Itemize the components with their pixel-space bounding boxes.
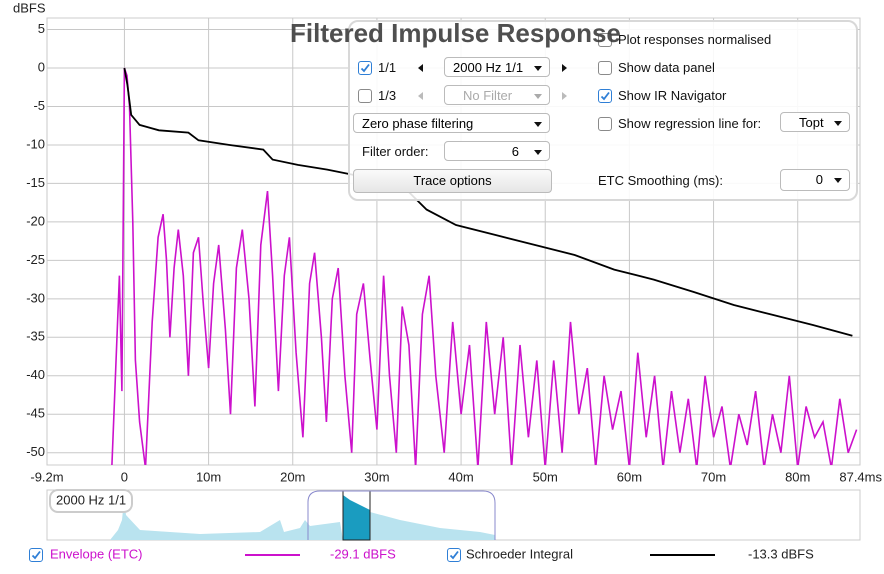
- navigator-window: [307, 490, 496, 540]
- y-tick-label: -5: [33, 98, 45, 113]
- legend-label: Schroeder Integral: [466, 546, 573, 561]
- legend-readout: -29.1 dBFS: [330, 546, 396, 561]
- legend-label: Envelope (ETC): [50, 546, 142, 561]
- y-tick-label: -30: [26, 290, 45, 305]
- x-tick-label: 70m: [701, 469, 726, 484]
- checkbox[interactable]: [598, 33, 612, 47]
- checkbox[interactable]: [598, 61, 612, 75]
- check-mark-path: [31, 550, 41, 560]
- check-mark: [360, 63, 370, 73]
- x-tick-label: 0: [121, 469, 128, 484]
- y-axis-label: dBFS: [13, 0, 46, 15]
- y-tick-label: -45: [26, 406, 45, 421]
- checkbox[interactable]: [598, 89, 612, 103]
- x-tick-label: 30m: [364, 469, 389, 484]
- regression-dropdown[interactable]: Topt: [780, 112, 850, 132]
- x-tick-label: 20m: [280, 469, 305, 484]
- field-label: ETC Smoothing (ms):: [598, 173, 723, 188]
- trace-options-button[interactable]: Trace options: [353, 169, 552, 193]
- x-tick-label: 80m: [785, 469, 810, 484]
- checkbox-label: 1/3: [378, 88, 397, 103]
- y-tick-label: 0: [38, 59, 45, 74]
- checkbox-label: 1/1: [378, 60, 397, 75]
- navigator-selection-wave: [343, 495, 370, 540]
- filter-order-dropdown[interactable]: 6: [444, 141, 550, 161]
- y-tick-label: 5: [38, 21, 45, 36]
- checkbox[interactable]: [358, 89, 372, 103]
- field-label: Filter order:: [362, 144, 429, 159]
- y-tick-label: -10: [26, 136, 45, 151]
- checkbox-label: Show IR Navigator: [618, 88, 727, 103]
- legend-checkbox[interactable]: [29, 548, 43, 562]
- y-tick-label: -25: [26, 252, 45, 267]
- legend-checkbox[interactable]: [447, 548, 461, 562]
- filtering-dropdown[interactable]: Zero phase filtering: [353, 113, 550, 133]
- chart-title: Filtered Impulse Response: [290, 18, 621, 48]
- next-button[interactable]: [562, 64, 567, 72]
- x-tick-label: 60m: [617, 469, 642, 484]
- prev-button[interactable]: [418, 64, 423, 72]
- checkbox-label: Show data panel: [618, 60, 715, 75]
- x-tick-label: 10m: [196, 469, 221, 484]
- x-tick-label: -9.2m: [30, 469, 63, 484]
- prev-button: [418, 92, 423, 100]
- x-tick-label: 50m: [533, 469, 558, 484]
- filter-dropdown: No Filter: [444, 85, 550, 105]
- y-tick-label: -40: [26, 367, 45, 382]
- navigator-label: 2000 Hz 1/1: [56, 492, 126, 507]
- checkbox-label: Show regression line for:: [618, 116, 762, 131]
- check-mark: [600, 91, 610, 101]
- navigator-waveform: [110, 500, 343, 540]
- navigator-label-box: [49, 489, 133, 513]
- checkbox[interactable]: [598, 117, 612, 131]
- y-tick-label: -50: [26, 444, 45, 459]
- check-mark: [31, 550, 41, 560]
- checkbox[interactable]: [358, 61, 372, 75]
- y-tick-label: -15: [26, 175, 45, 190]
- legend-readout: -13.3 dBFS: [748, 546, 814, 561]
- navigator-waveform: [370, 512, 495, 540]
- y-tick-label: -20: [26, 213, 45, 228]
- next-button: [562, 92, 567, 100]
- filter-dropdown[interactable]: 2000 Hz 1/1: [444, 57, 550, 77]
- check-mark: [449, 550, 459, 560]
- check-mark-path: [449, 550, 459, 560]
- control-panel: Plot responses normalised 1/1 2000 Hz 1/…: [348, 20, 858, 201]
- check-mark-path: [600, 91, 610, 101]
- smoothing-spinner[interactable]: 0: [780, 169, 850, 191]
- check-mark-path: [360, 63, 370, 73]
- x-tick-label: 40m: [448, 469, 473, 484]
- checkbox-label: Plot responses normalised: [618, 32, 772, 47]
- x-tick-label: 87.4ms: [839, 469, 882, 484]
- trace-line: [111, 67, 858, 465]
- y-tick-label: -35: [26, 329, 45, 344]
